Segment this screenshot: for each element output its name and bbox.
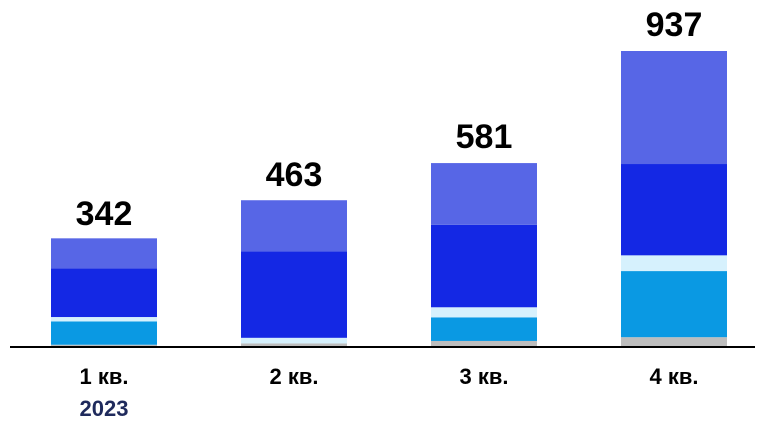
- x-tick-label-q1: 1 кв.: [80, 364, 129, 389]
- total-label-q1: 342: [76, 195, 133, 233]
- total-label-q3: 581: [456, 118, 513, 156]
- bars-group: [51, 51, 727, 346]
- bar-segment-q4-s1: [621, 337, 727, 346]
- x-tick-sublabel-year: 2023: [80, 396, 129, 421]
- total-label-q2: 463: [266, 156, 323, 194]
- bar-segment-q1-s4: [51, 268, 157, 318]
- bar-segment-q2-s3: [241, 337, 347, 344]
- bar-segment-q3-s3: [431, 307, 537, 318]
- x-tick-label-q3: 3 кв.: [460, 364, 509, 389]
- bar-segment-q4-s2: [621, 271, 727, 338]
- bar-segment-q3-s2: [431, 317, 537, 341]
- x-tick-label-q2: 2 кв.: [270, 364, 319, 389]
- bar-segment-q1-s3: [51, 317, 157, 322]
- bar-segment-q3-s1: [431, 340, 537, 346]
- bar-segment-q4-s5: [621, 51, 727, 165]
- total-label-q4: 937: [646, 6, 703, 44]
- bar-segment-q2-s4: [241, 251, 347, 338]
- x-tick-label-q4: 4 кв.: [650, 364, 699, 389]
- bar-segment-q3-s4: [431, 224, 537, 308]
- bar-segment-q1-s1: [51, 344, 157, 346]
- bar-segment-q4-s3: [621, 255, 727, 272]
- bar-segment-q3-s5: [431, 163, 537, 225]
- bar-segment-q4-s4: [621, 164, 727, 256]
- bar-segment-q2-s5: [241, 200, 347, 252]
- bar-segment-q1-s2: [51, 321, 157, 345]
- bar-segment-q2-s1: [241, 343, 347, 346]
- bar-segment-q1-s5: [51, 238, 157, 269]
